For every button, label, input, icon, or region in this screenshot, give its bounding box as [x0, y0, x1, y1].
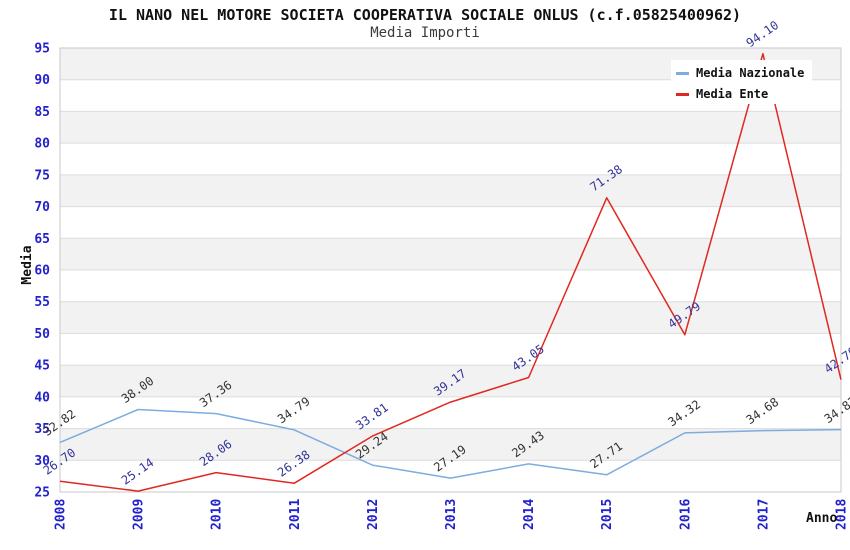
y-tick-label: 35: [34, 422, 50, 437]
y-tick-label: 65: [34, 232, 50, 247]
y-tick-label: 80: [34, 137, 50, 152]
legend-item-media-nazionale: Media Nazionale: [676, 66, 812, 80]
legend-swatch-ente-icon: [676, 92, 689, 96]
value-label-nazionale: 34.68: [744, 395, 782, 427]
value-label-ente: 33.81: [353, 400, 391, 432]
x-tick-label: 2008: [54, 499, 69, 530]
x-tick-label: 2009: [132, 499, 147, 530]
value-label-nazionale: 34.83: [822, 394, 850, 426]
plot-band: [60, 174, 841, 207]
y-axis-title: Media: [20, 245, 35, 285]
value-label-ente: 42.70: [822, 344, 850, 376]
x-tick-label: 2016: [678, 499, 693, 530]
y-tick-label: 75: [34, 168, 50, 183]
series-line-ente: [59, 52, 842, 492]
legend-label-nazionale: Media Nazionale: [696, 66, 805, 80]
y-tick-label: 40: [34, 390, 50, 405]
value-label-ente: 94.10: [744, 18, 782, 50]
x-tick-label: 2012: [366, 499, 381, 530]
plot-band: [60, 365, 841, 397]
plot-border: [59, 47, 842, 493]
chart-legend: Media Nazionale Media Ente: [671, 60, 812, 104]
value-label-nazionale: 34.79: [275, 394, 313, 426]
x-axis-title: Anno: [806, 511, 838, 526]
y-tick-label: 30: [34, 454, 50, 469]
y-tick-label: 45: [34, 359, 50, 374]
x-tick-label: 2011: [288, 499, 303, 530]
chart-subtitle: Media Importi: [370, 25, 480, 41]
y-tick-label: 85: [34, 105, 50, 120]
plot-band: [60, 428, 841, 461]
plot-band: [60, 238, 841, 270]
x-tick-label: 2014: [522, 499, 537, 530]
plot-band: [60, 111, 841, 144]
y-tick-label: 90: [34, 73, 50, 88]
legend-label-ente: Media Ente: [696, 87, 769, 101]
x-tick-label: 2017: [756, 499, 771, 530]
y-tick-label: 95: [34, 42, 50, 57]
chart-title: IL NANO NEL MOTORE SOCIETA COOPERATIVA S…: [108, 6, 742, 24]
legend-item-media-ente: Media Ente: [676, 87, 812, 101]
x-tick-label: 2013: [444, 499, 459, 530]
x-tick-label: 2010: [210, 499, 225, 530]
x-tick-label: 2015: [600, 499, 615, 530]
value-label-nazionale: 34.32: [665, 397, 703, 429]
y-tick-label: 25: [34, 486, 50, 501]
series-line-nazionale: [59, 408, 842, 479]
y-tick-label: 60: [34, 264, 50, 279]
y-tick-label: 50: [34, 327, 50, 342]
x-tick-label: 2018: [835, 499, 850, 530]
y-tick-label: 55: [34, 295, 50, 310]
plot-band: [60, 301, 841, 334]
legend-swatch-nazionale-icon: [676, 71, 689, 75]
y-tick-label: 70: [34, 200, 50, 215]
